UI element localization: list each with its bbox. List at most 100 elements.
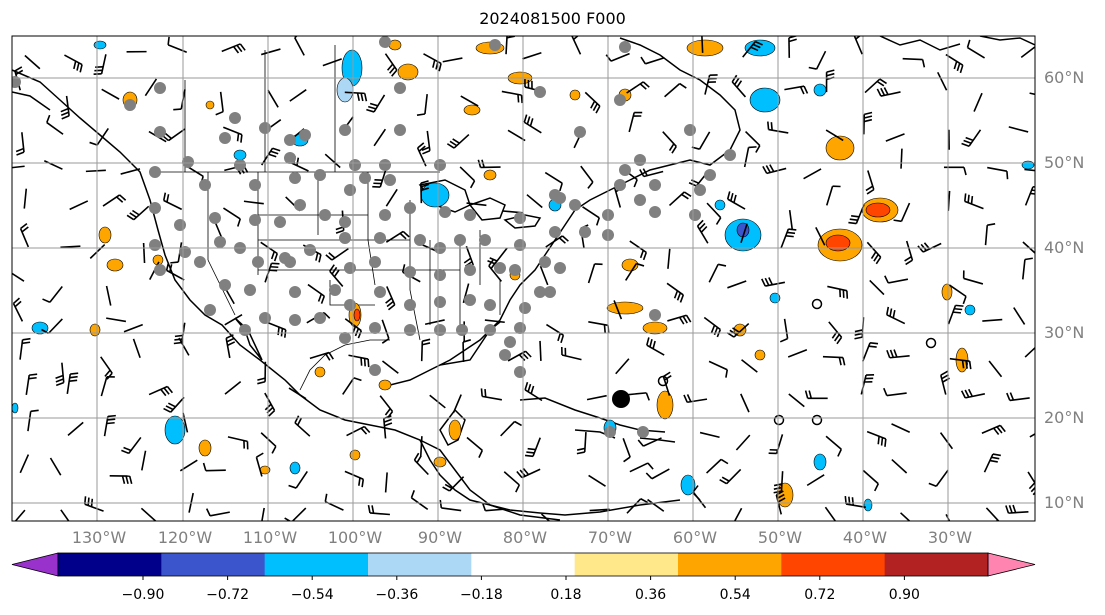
contour-region [642, 321, 668, 335]
wind-barb [1013, 307, 1026, 325]
contour-region [813, 453, 827, 471]
station-dot [179, 246, 191, 258]
wind-barb [481, 502, 506, 512]
wind-barb [762, 164, 787, 175]
longitude-label: 120°W [157, 528, 213, 547]
station-dot [694, 184, 706, 196]
wind-barb [973, 92, 983, 112]
station-dot [299, 129, 311, 141]
contour-region [754, 349, 766, 361]
wind-barb [626, 81, 650, 94]
wind-barb [102, 194, 127, 207]
wind-barb [869, 279, 885, 296]
wind-barb [825, 435, 843, 457]
wind-barb [49, 457, 62, 476]
wind-barb [961, 129, 982, 147]
wind-barb [860, 374, 875, 395]
station-dot [174, 219, 186, 231]
station-dot [724, 149, 736, 161]
wind-barb [828, 321, 843, 345]
contour-region [825, 234, 851, 252]
wind-barb [735, 434, 751, 451]
station-dot [379, 209, 391, 221]
wind-barb [788, 210, 794, 231]
station-dot [454, 234, 466, 246]
wind-barb [667, 314, 692, 325]
wind-barb [862, 469, 880, 492]
colorbar-segment [161, 553, 266, 576]
wind-barb [664, 82, 687, 98]
wind-barb [937, 71, 948, 91]
wind-barb [883, 387, 907, 397]
wind-barb [442, 476, 465, 492]
station-dot [339, 232, 351, 244]
wind-barb [324, 153, 341, 169]
wind-barb [66, 372, 79, 394]
station-dot [344, 262, 356, 274]
wind-barb [109, 475, 133, 485]
wind-barb [442, 57, 463, 63]
lat-lon-grid [12, 36, 1035, 521]
station-dot [249, 179, 261, 191]
wind-barb [981, 424, 1006, 435]
colorbar-segment [678, 553, 782, 576]
wind-barb [947, 304, 964, 325]
contour-region [964, 304, 976, 316]
wind-barb [984, 223, 996, 246]
wind-barb [587, 263, 603, 284]
wind-barb [949, 357, 972, 370]
latitude-label: 50°N [1044, 153, 1085, 172]
colorbar-segment [264, 553, 369, 576]
colorbar-tick-label: −0.54 [290, 587, 334, 603]
station-dot [404, 299, 416, 311]
wind-barb [69, 200, 89, 211]
station-dot [284, 256, 296, 268]
wind-barb [224, 381, 242, 395]
colorbar-segment [574, 553, 679, 576]
wind-barb [560, 347, 582, 361]
wind-barb [808, 50, 827, 70]
wind-barb [288, 387, 307, 400]
longitude-label: 130°W [71, 528, 127, 547]
wind-barb [84, 496, 104, 512]
station-dot [182, 156, 194, 168]
wind-barb [1022, 241, 1035, 255]
wind-barb [501, 90, 523, 104]
wind-barb [943, 166, 967, 176]
wind-barb [167, 36, 188, 54]
wind-barb [123, 323, 144, 333]
station-dot [434, 324, 446, 336]
wind-barb [988, 360, 1003, 378]
wind-barb [1024, 346, 1035, 358]
wind-barb [19, 223, 30, 248]
wind-barb [24, 54, 41, 70]
wind-barb [243, 200, 264, 205]
station-dot [604, 426, 616, 438]
contour-region [289, 461, 301, 475]
station-dot [689, 209, 701, 221]
contour-region [1021, 160, 1035, 170]
station-dot [464, 264, 476, 276]
wind-barb [904, 240, 914, 266]
wind-barb [825, 185, 841, 206]
station-dot [314, 169, 326, 181]
wind-barb [503, 471, 521, 493]
wind-barb [706, 202, 722, 225]
station-dot [509, 264, 521, 276]
station-dot [379, 159, 391, 171]
contour-region [198, 439, 212, 457]
wind-barb [420, 180, 429, 204]
station-dot [614, 179, 626, 191]
calm-wind-marker [773, 414, 785, 426]
wind-barb [966, 39, 985, 59]
wind-barb [348, 354, 370, 368]
wind-barb [381, 360, 399, 374]
colorbar-segment [884, 553, 989, 576]
station-dot [344, 184, 356, 196]
station-dot [514, 239, 526, 251]
wind-barb [1022, 257, 1033, 280]
wind-barb [15, 132, 25, 156]
station-dot [404, 324, 416, 336]
wind-barb [100, 376, 115, 397]
station-dot [369, 364, 381, 376]
